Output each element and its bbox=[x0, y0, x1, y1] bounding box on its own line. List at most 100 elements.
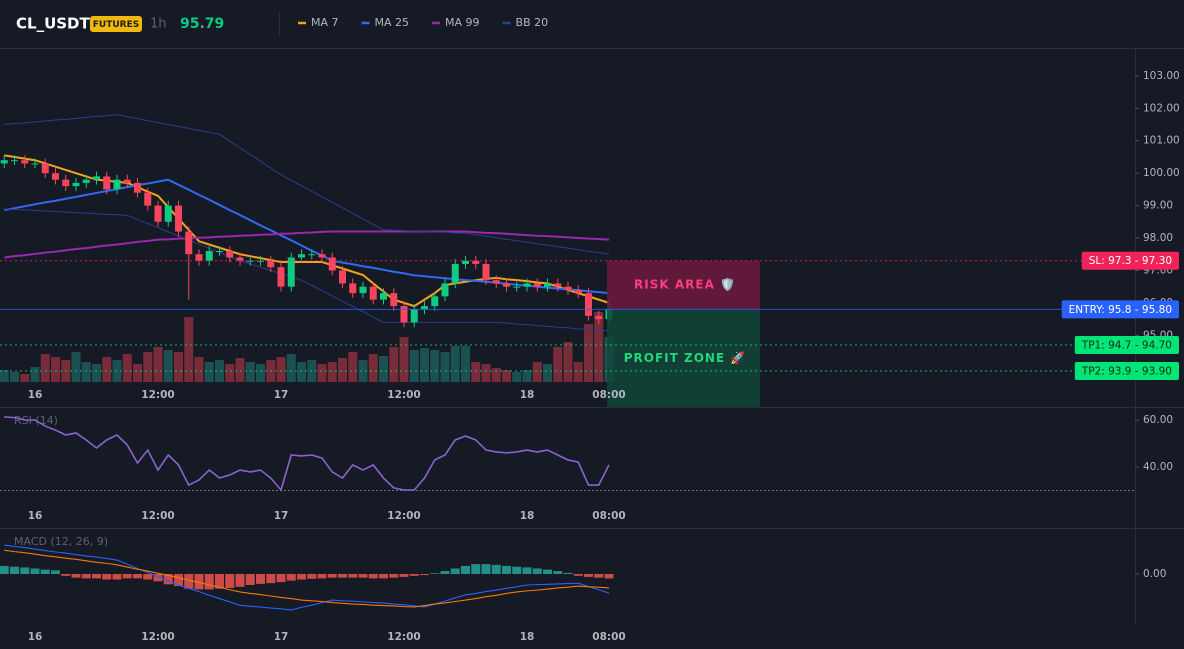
volume-bar bbox=[184, 317, 194, 382]
macd-hist bbox=[297, 574, 306, 580]
macd-hist bbox=[481, 564, 491, 574]
volume-bar bbox=[440, 352, 450, 382]
macd-hist bbox=[266, 574, 276, 584]
volume-bar bbox=[276, 357, 286, 382]
candle-body bbox=[462, 260, 469, 264]
zone bbox=[607, 260, 760, 310]
volume-bar bbox=[409, 350, 419, 382]
macd-hist bbox=[71, 574, 81, 578]
legend-label: MA 99 bbox=[445, 16, 480, 29]
candle-body bbox=[523, 283, 531, 287]
x-tick-label: 12:00 bbox=[387, 631, 420, 643]
volume-bar bbox=[368, 354, 378, 382]
macd-hist bbox=[307, 574, 317, 579]
macd-hist bbox=[368, 574, 378, 579]
macd-line bbox=[4, 544, 610, 611]
x-tick-label: 08:00 bbox=[592, 510, 625, 522]
macd-hist bbox=[0, 565, 9, 574]
macd-hist bbox=[563, 572, 573, 574]
volume-bar bbox=[102, 357, 112, 382]
x-tick-label: 18 bbox=[520, 510, 535, 522]
candle-body bbox=[287, 257, 295, 287]
macd-hist bbox=[604, 574, 614, 579]
candle-body bbox=[441, 283, 449, 297]
macd-hist bbox=[348, 574, 358, 578]
x-tick-label: 17 bbox=[274, 389, 289, 401]
macd-hist bbox=[184, 574, 194, 589]
volume-bar bbox=[51, 357, 60, 382]
candle-body bbox=[72, 182, 80, 187]
candle-body bbox=[93, 176, 100, 180]
candle-body bbox=[267, 260, 275, 268]
volume-bar bbox=[573, 362, 583, 382]
volume-bar bbox=[20, 374, 30, 382]
candle-body bbox=[41, 163, 49, 174]
candle-body bbox=[21, 160, 29, 164]
x-tick-label: 16 bbox=[28, 389, 43, 401]
volume-bar bbox=[563, 342, 573, 382]
macd-hist bbox=[491, 564, 501, 574]
candle-body bbox=[400, 306, 408, 323]
candle-body bbox=[277, 267, 285, 287]
volume-bar bbox=[30, 367, 40, 382]
volume-bar bbox=[389, 347, 399, 382]
volume-bar bbox=[163, 350, 173, 382]
volume-bar bbox=[399, 337, 409, 382]
macd-hist bbox=[450, 568, 460, 574]
candle-body bbox=[123, 179, 131, 183]
volume-bar bbox=[543, 364, 552, 382]
candle-body bbox=[451, 263, 459, 284]
y-tick-label: 102.00 bbox=[1143, 102, 1180, 114]
volume-bar bbox=[133, 364, 142, 382]
volume-bar bbox=[348, 352, 358, 382]
candle-body bbox=[482, 263, 490, 281]
y-tick-label: 100.00 bbox=[1143, 167, 1180, 179]
level-tag: TP2: 93.9 - 93.90 bbox=[1074, 361, 1179, 380]
macd-hist bbox=[92, 574, 101, 579]
x-tick-label: 17 bbox=[274, 631, 289, 643]
candle-body bbox=[82, 179, 90, 183]
volume-bar bbox=[358, 360, 368, 382]
macd-hist bbox=[379, 574, 388, 579]
volume-bar bbox=[502, 370, 511, 382]
candle-body bbox=[144, 192, 152, 206]
panel-title: MACD (12, 26, 9) bbox=[14, 535, 108, 548]
macd-hist bbox=[327, 574, 337, 578]
candle-body bbox=[513, 286, 521, 288]
macd-hist bbox=[532, 568, 542, 574]
macd-hist bbox=[235, 574, 245, 587]
x-tick-label: 12:00 bbox=[141, 631, 174, 643]
badge: FUTURES bbox=[93, 20, 139, 30]
legend-label: MA 25 bbox=[375, 16, 410, 29]
macd-hist bbox=[143, 574, 153, 580]
x-tick-label: 18 bbox=[520, 389, 535, 401]
x-tick-label: 12:00 bbox=[141, 510, 174, 522]
candle-body bbox=[318, 254, 326, 258]
macd-hist bbox=[102, 574, 112, 580]
volume-bar bbox=[584, 324, 593, 382]
volume-bar bbox=[71, 352, 81, 382]
macd-hist bbox=[225, 574, 235, 588]
zone-label: RISK AREA 🛡️ bbox=[634, 278, 736, 292]
macd-hist bbox=[522, 567, 532, 574]
candle-body bbox=[410, 309, 418, 323]
volume-bar bbox=[532, 362, 542, 382]
y-tick-label: 0.00 bbox=[1143, 568, 1166, 580]
macd-hist bbox=[10, 566, 19, 574]
y-tick-label: 103.00 bbox=[1143, 70, 1180, 82]
volume-bar bbox=[245, 362, 255, 382]
macd-hist bbox=[430, 573, 440, 574]
level-tag-label: TP1: 94.7 - 94.70 bbox=[1081, 340, 1172, 352]
symbol: CL_USDT bbox=[16, 15, 91, 33]
macd-hist bbox=[389, 574, 399, 578]
candle-body bbox=[226, 250, 234, 258]
x-tick-label: 16 bbox=[28, 510, 43, 522]
macd-hist bbox=[40, 569, 50, 574]
x-tick-label: 12:00 bbox=[387, 389, 420, 401]
candle-body bbox=[0, 160, 8, 164]
level-tag-bg bbox=[1061, 300, 1179, 319]
volume-bar bbox=[594, 312, 604, 382]
level-tag-label: TP2: 93.9 - 93.90 bbox=[1081, 365, 1172, 377]
level-tag-bg bbox=[1081, 251, 1179, 270]
candle-body bbox=[564, 286, 572, 290]
